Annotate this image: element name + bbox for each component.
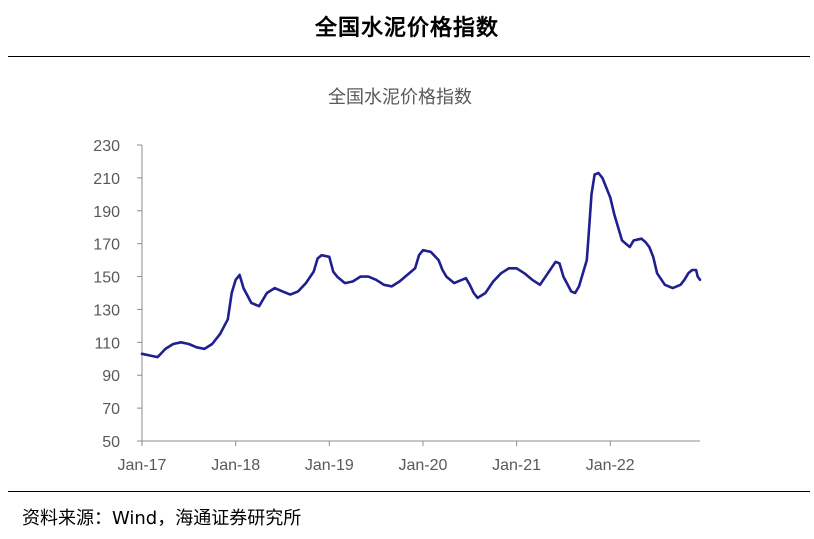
chart-title: 全国水泥价格指数: [328, 87, 472, 108]
x-tick-label: Jan-20: [398, 457, 447, 474]
x-tick-label: Jan-17: [118, 457, 167, 474]
series-line: [140, 171, 702, 359]
line-chart: 全国水泥价格指数 50 70 90 110 130 150 170 190 210 230 Jan…: [93, 87, 702, 474]
y-tick-label: 70: [102, 401, 120, 418]
bottom-divider: [8, 491, 810, 492]
y-tick-label: 190: [93, 204, 120, 221]
x-tick-label: Jan-19: [305, 457, 354, 474]
y-tick-label: 150: [93, 270, 120, 287]
y-tick-label: 90: [102, 368, 120, 385]
x-tick-label: Jan-18: [211, 457, 260, 474]
y-tick-label: 110: [94, 335, 120, 352]
page-title: 全国水泥价格指数: [314, 16, 499, 41]
y-tick-label: 230: [93, 138, 120, 155]
series-layer: [140, 171, 702, 359]
y-tick-label: 50: [102, 434, 120, 451]
x-axis: Jan-17 Jan-18 Jan-19 Jan-20 Jan-21 Jan-22: [118, 440, 700, 474]
top-divider: [8, 56, 810, 57]
source-note: 资料来源：Wind，海通证券研究所: [22, 508, 302, 529]
x-tick-label: Jan-22: [586, 457, 635, 474]
y-tick-label: 170: [93, 237, 120, 254]
y-tick-label: 130: [93, 302, 120, 319]
y-axis: 50 70 90 110 130 150 170 190 210 230: [93, 138, 143, 451]
x-tick-label: Jan-21: [492, 457, 541, 474]
y-tick-label: 210: [93, 171, 120, 188]
